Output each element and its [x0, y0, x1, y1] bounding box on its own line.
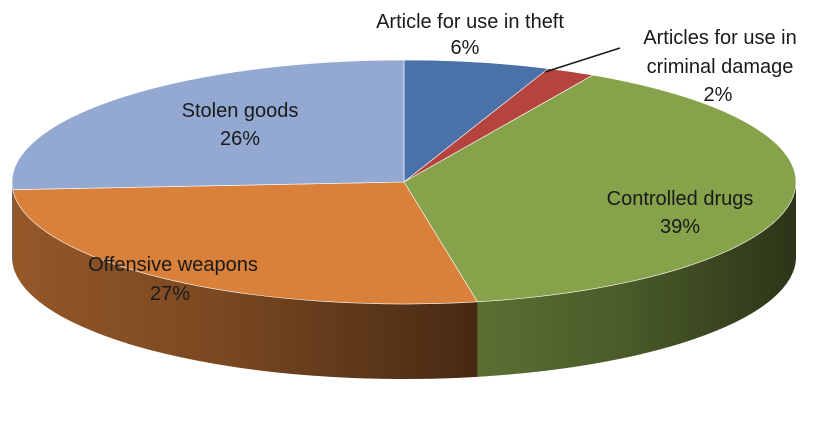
slice-label-theft: Article for use in theft 6%	[376, 11, 564, 59]
slice-label-controlled-drugs-value: 39%	[660, 216, 700, 238]
slice-label-criminal-damage-line1: Articles for use in	[643, 27, 796, 49]
slice-label-criminal-damage-value: 2%	[704, 84, 733, 106]
slice-stolen-goods	[12, 60, 404, 190]
leader-line-criminal-damage	[545, 48, 620, 72]
slice-label-stolen-goods-name: Stolen goods	[182, 100, 299, 122]
slice-label-controlled-drugs-name: Controlled drugs	[607, 188, 754, 210]
slice-label-stolen-goods-value: 26%	[220, 128, 260, 150]
slice-label-theft-name: Article for use in theft	[376, 11, 564, 33]
slice-label-offensive-weapons-value: 27%	[150, 283, 190, 305]
slice-label-theft-value: 6%	[451, 37, 480, 59]
slice-side-shade-stolen-goods	[12, 182, 13, 265]
slice-label-criminal-damage-line2: criminal damage	[647, 56, 794, 78]
slice-label-offensive-weapons-name: Offensive weapons	[88, 254, 258, 276]
